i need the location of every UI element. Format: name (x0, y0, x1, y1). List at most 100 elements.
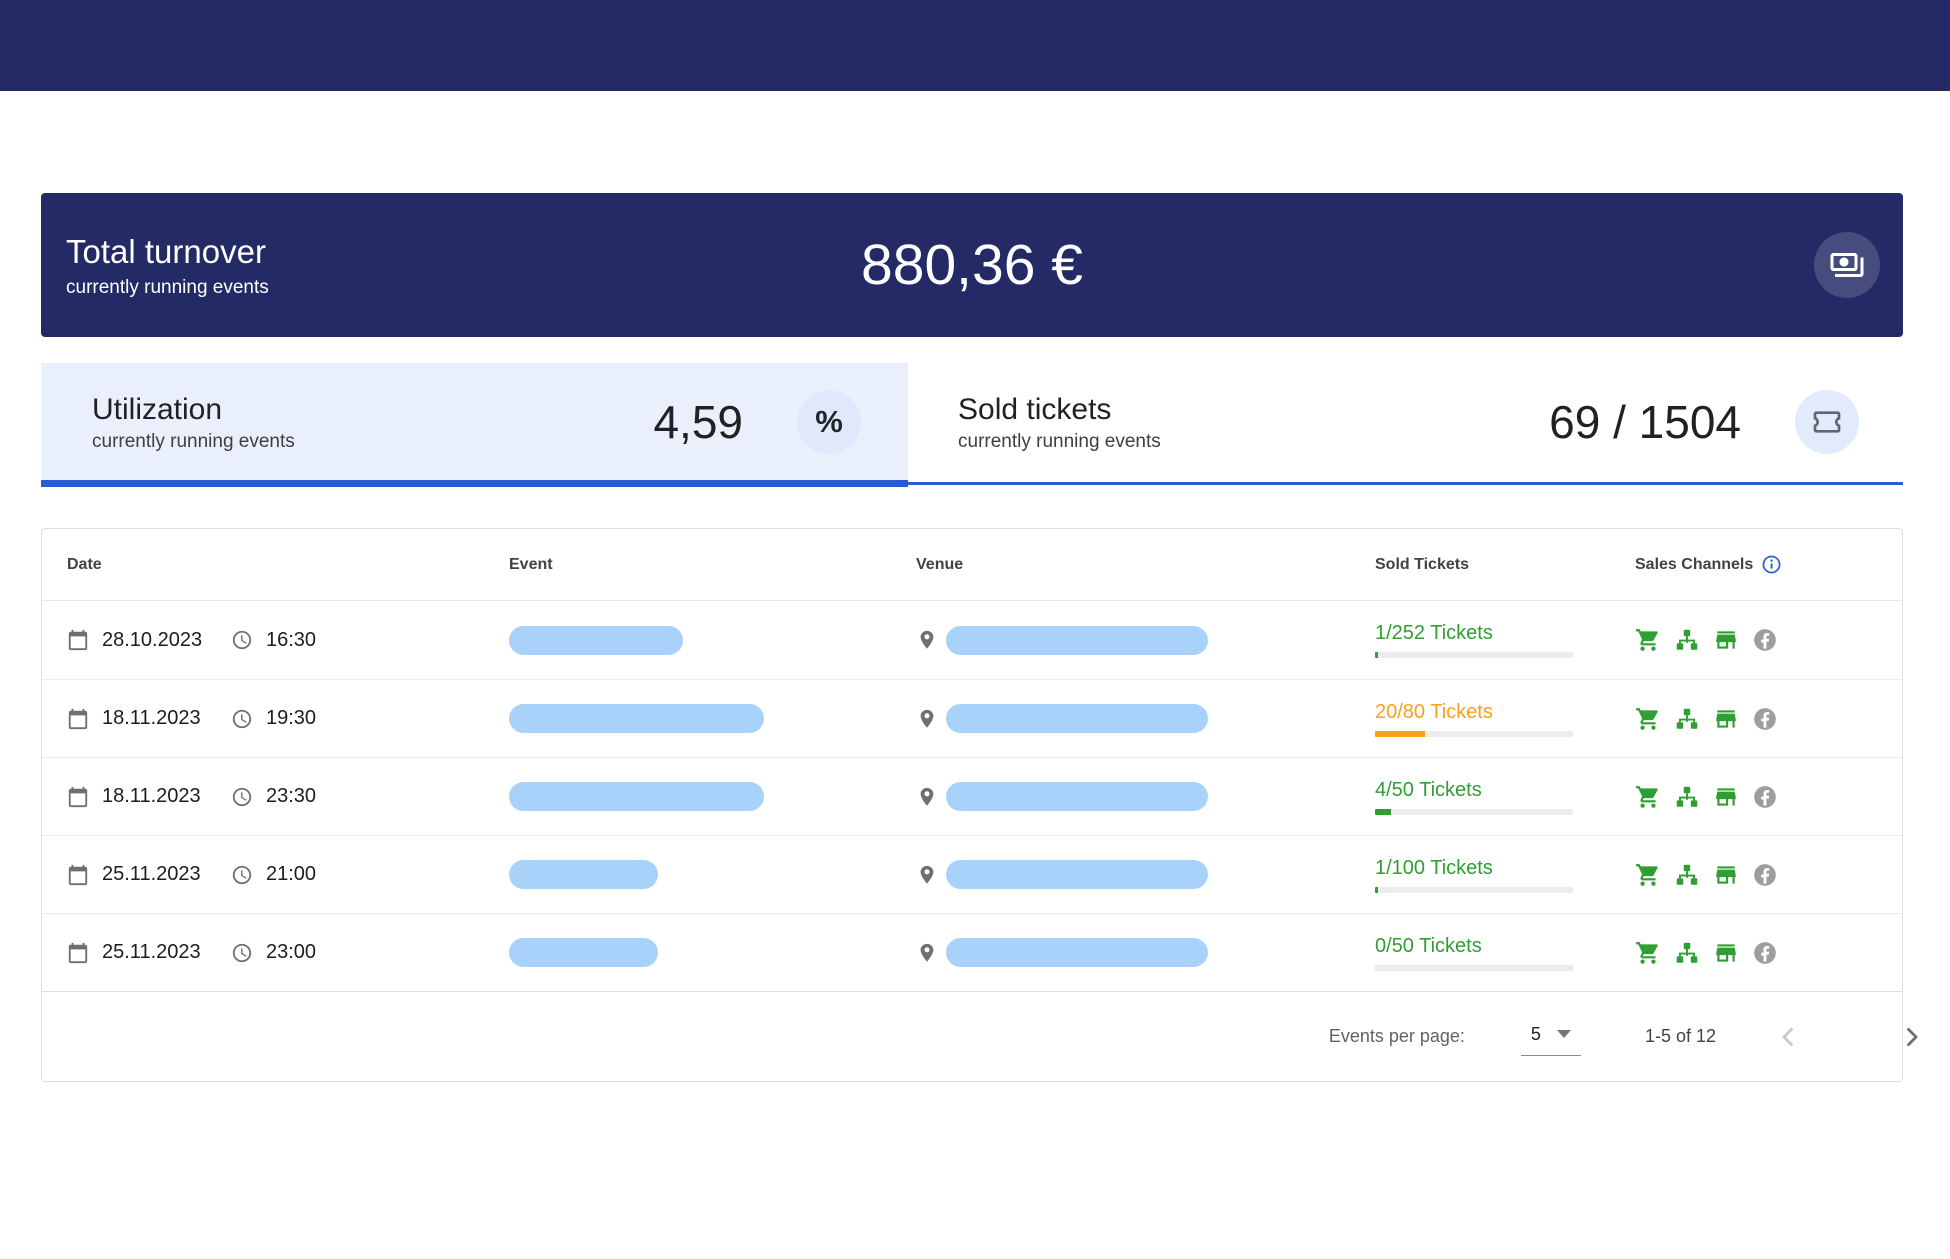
previous-page-button[interactable] (1774, 1023, 1802, 1051)
table-row[interactable]: 18.11.2023 19:30 20/80 Tickets (42, 679, 1902, 757)
turnover-title: Total turnover (66, 233, 266, 271)
progress-fill (1375, 886, 1378, 893)
event-time: 16:30 (266, 628, 317, 651)
facebook-icon (1752, 940, 1778, 966)
event-time: 21:00 (266, 863, 317, 885)
sold-tickets-progress (1375, 886, 1573, 893)
progress-fill (1375, 730, 1425, 737)
date-cell: 25.11.2023 23:00 (67, 941, 509, 964)
kpi-tabs: Utilization currently running events 4,5… (41, 363, 1903, 487)
venue-cell (916, 625, 1375, 655)
tab-sold-tickets[interactable]: Sold tickets currently running events 69… (908, 363, 1903, 485)
event-time: 19:30 (266, 707, 317, 729)
sold-tickets-cell: 20/80 Tickets (1375, 701, 1635, 737)
col-header-sales-channels: Sales Channels (1635, 554, 1879, 575)
caret-down-icon (1556, 1030, 1571, 1038)
page-range: 1-5 of 12 (1644, 1026, 1716, 1046)
store-icon (1713, 940, 1739, 966)
venue-cell (916, 704, 1375, 733)
page-size-select[interactable]: 5 (1520, 1018, 1581, 1056)
network-icon (1674, 627, 1700, 653)
sold-tickets-cell: 4/50 Tickets (1375, 779, 1635, 815)
event-date: 18.11.2023 (102, 785, 201, 807)
facebook-icon (1752, 784, 1778, 810)
col-header-venue: Venue (916, 555, 964, 573)
sold-tickets-subtitle: currently running events (958, 431, 1161, 452)
events-per-page-label: Events per page: (1328, 1026, 1465, 1046)
store-icon (1713, 706, 1739, 732)
sales-channels (1635, 940, 1879, 966)
utilization-value: 4,59 (653, 395, 743, 448)
venue-pill (946, 782, 1208, 811)
date-cell: 25.11.2023 21:00 (67, 863, 509, 886)
clock-icon (232, 630, 252, 650)
percent-icon: % (797, 389, 861, 454)
table-row[interactable]: 25.11.2023 23:00 0/50 Tickets (42, 913, 1902, 991)
sold-tickets-label: 1/252 Tickets (1375, 622, 1493, 644)
location-pin-icon (920, 865, 934, 884)
network-icon (1674, 784, 1700, 810)
event-pill (509, 625, 683, 655)
table-row[interactable]: 28.10.2023 16:30 1/252 Tickets (42, 601, 1902, 679)
event-date: 18.11.2023 (102, 707, 201, 729)
date-cell: 18.11.2023 23:30 (67, 785, 509, 808)
date-cell: 28.10.2023 16:30 (67, 629, 509, 652)
sold-tickets-label: 1/100 Tickets (1375, 856, 1493, 879)
cart-icon (1635, 862, 1661, 888)
event-cell (509, 782, 916, 811)
event-pill (509, 704, 764, 733)
progress-fill (1375, 808, 1391, 815)
venue-pill (946, 625, 1208, 655)
calendar-icon (68, 708, 88, 729)
table-row[interactable]: 18.11.2023 23:30 4/50 Tickets (42, 757, 1902, 835)
sales-channels (1635, 784, 1879, 810)
calendar-icon (68, 629, 88, 651)
event-pill (509, 782, 764, 811)
sold-tickets-progress (1375, 964, 1573, 971)
sold-tickets-cell: 0/50 Tickets (1375, 935, 1635, 971)
venue-pill (946, 860, 1208, 889)
sold-tickets-progress (1375, 652, 1573, 658)
store-icon (1713, 862, 1739, 888)
venue-cell (916, 860, 1375, 889)
facebook-icon (1752, 706, 1778, 732)
page-size-value: 5 (1530, 1023, 1541, 1044)
sold-tickets-label: 20/80 Tickets (1375, 700, 1493, 723)
sold-tickets-cell: 1/100 Tickets (1375, 857, 1635, 893)
top-navigation-bar (0, 0, 1950, 91)
col-header-date: Date (67, 555, 102, 573)
tab-utilization[interactable]: Utilization currently running events 4,5… (41, 363, 908, 487)
facebook-icon (1752, 627, 1778, 653)
location-pin-icon (920, 943, 934, 962)
clock-icon (232, 943, 252, 962)
event-time: 23:00 (266, 941, 317, 963)
cart-icon (1635, 784, 1661, 810)
sold-tickets-title: Sold tickets (958, 393, 1112, 426)
store-icon (1713, 784, 1739, 810)
venue-pill (946, 704, 1208, 733)
table-pagination: Events per page: 5 1-5 of 12 (42, 991, 1918, 1081)
sold-tickets-label: 0/50 Tickets (1375, 934, 1482, 957)
col-header-event: Event (509, 555, 553, 573)
clock-icon (232, 709, 252, 728)
sold-tickets-cell: 1/252 Tickets (1375, 622, 1635, 658)
store-icon (1713, 627, 1739, 653)
sold-tickets-value: 69 / 1504 (1549, 395, 1741, 448)
network-icon (1674, 940, 1700, 966)
calendar-icon (68, 786, 88, 807)
facebook-icon (1752, 862, 1778, 888)
event-cell (509, 704, 916, 733)
info-icon[interactable] (1761, 554, 1782, 575)
table-row[interactable]: 25.11.2023 21:00 1/100 Tickets (42, 835, 1902, 913)
sales-channels (1635, 627, 1879, 653)
event-pill (509, 938, 658, 967)
total-turnover-card: Total turnover currently running events … (41, 193, 1903, 337)
event-date: 25.11.2023 (102, 941, 201, 963)
banknote-icon (1814, 232, 1880, 298)
turnover-subtitle: currently running events (66, 276, 269, 298)
sales-channels (1635, 706, 1879, 732)
next-page-button[interactable] (1850, 1023, 1918, 1051)
table-body: 28.10.2023 16:30 1/252 Tickets 18.11.202… (42, 601, 1902, 991)
network-icon (1674, 862, 1700, 888)
event-date: 25.11.2023 (102, 863, 201, 885)
